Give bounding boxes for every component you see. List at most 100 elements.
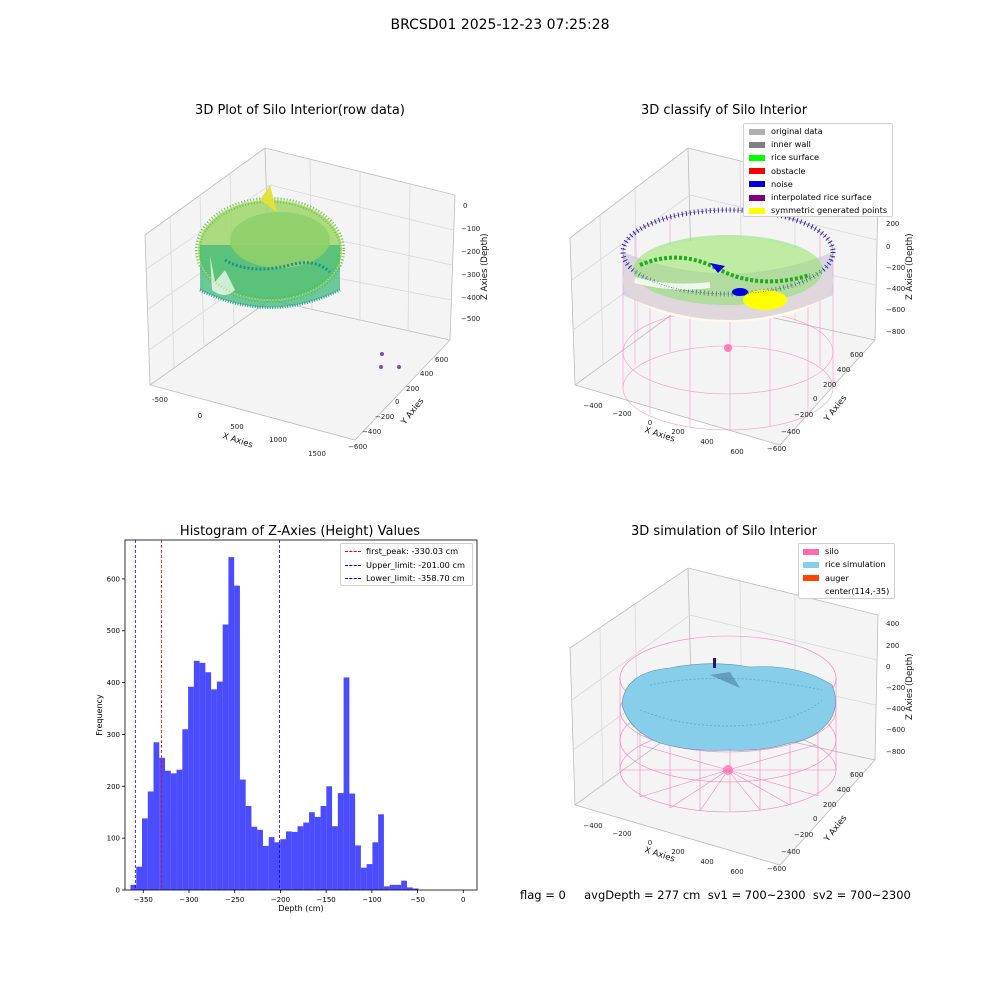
legend-item: Lower_limit: -358.70 cm (345, 572, 472, 586)
x-tick-label: −50 (410, 896, 425, 904)
p1-ytick: 0 (395, 398, 399, 406)
panel4-rice-surface (621, 658, 836, 775)
p4-ytick: 0 (813, 815, 817, 823)
p2-ztick: 200 (886, 220, 899, 228)
histogram-bar (211, 689, 217, 890)
histogram-bar (314, 816, 321, 890)
histogram-bar (412, 888, 419, 890)
p4-xtick: −400 (583, 822, 602, 830)
panel1-outlier-points (379, 352, 401, 369)
legend-item: noise (749, 178, 892, 191)
panel2-ticks: −400 −200 0 200 400 600 600 400 200 0 −2… (583, 220, 905, 456)
histogram-bar (349, 793, 356, 890)
p1-ytick: −600 (348, 443, 367, 451)
p2-ztick: 0 (886, 243, 890, 251)
panel2-title: 3D classify of Silo Interior (640, 103, 808, 118)
histogram-bar (291, 831, 298, 890)
figure-title: BRCSD01 2025-12-23 07:25:28 (390, 17, 610, 33)
p1-ztick: −500 (461, 315, 480, 323)
y-tick-label: 600 (107, 575, 120, 583)
histogram-bar (222, 624, 229, 890)
legend-item: Upper_limit: -201.00 cm (345, 559, 472, 573)
histogram-bar (406, 887, 413, 890)
legend-line-blue (345, 578, 361, 579)
p1-ytick: 400 (420, 370, 433, 378)
legend-swatch (749, 168, 765, 175)
histogram-legend: first_peak: -330.03 cm Upper_limit: -201… (340, 543, 473, 586)
panel2-classified-points (620, 207, 836, 352)
p4-ytick: 400 (837, 786, 850, 794)
p1-ytick: −200 (375, 413, 394, 421)
p2-ztick: −800 (886, 328, 905, 336)
legend-swatch (803, 575, 819, 582)
panel4-ticks: −400 −200 0 200 400 600 600 400 200 0 −2… (583, 620, 905, 876)
y-tick-label: 300 (107, 731, 120, 739)
p1-ytick: 600 (435, 356, 448, 364)
histogram-bar (383, 886, 390, 890)
p4-ztick: 400 (886, 620, 899, 628)
p1-ztick: −300 (461, 271, 480, 279)
histogram-bar (303, 822, 310, 890)
p1-xtick: 500 (230, 423, 243, 431)
p2-xtick: 400 (700, 438, 713, 446)
x-tick-label: −150 (317, 896, 336, 904)
panel1-3d-plot: -500 0 500 1000 1500 600 400 200 0 −200 … (144, 147, 490, 458)
histogram-bar (193, 660, 200, 890)
x-tick-label: 0 (461, 896, 465, 904)
legend-swatch (749, 141, 765, 148)
p4-xtick: −200 (612, 830, 631, 838)
histogram-ylabel: Frequency (95, 694, 104, 736)
panel4-title: 3D simulation of Silo Interior (631, 524, 817, 539)
p4-xtick: 0 (648, 839, 652, 847)
histogram-bar (165, 770, 171, 890)
histogram-bar (320, 806, 327, 890)
legend-item: original data (749, 125, 892, 138)
histogram-bar (239, 779, 246, 890)
y-tick-label: 200 (107, 783, 120, 791)
legend-item: first_peak: -330.03 cm (345, 545, 472, 559)
histogram-bar (136, 866, 143, 890)
histogram-bar (170, 773, 177, 890)
p1-ztick: 0 (463, 202, 467, 210)
p1-xtick: 1000 (269, 436, 287, 444)
histogram-bar (372, 842, 379, 890)
histogram-frame (124, 539, 478, 891)
histogram-bar (182, 729, 189, 890)
status-footer: flag = 0 avgDepth = 277 cm sv1 = 700~230… (520, 888, 911, 902)
p4-xtick: 200 (671, 848, 684, 856)
histogram-title: Histogram of Z-Axies (Height) Values (179, 524, 421, 539)
p4-ytick: −200 (794, 831, 813, 839)
panel4-legend: silo rice simulation auger center(114,-3… (798, 543, 895, 599)
p2-ytick: 600 (850, 351, 863, 359)
p2-ytick: 0 (813, 395, 817, 403)
histogram-bar (216, 681, 223, 890)
histogram-bar (378, 814, 384, 890)
histogram-bar (401, 880, 407, 890)
histogram-bar (326, 786, 333, 890)
legend-line-red (345, 551, 361, 552)
legend-item: obstacle (749, 165, 892, 178)
p1-xtick: 1500 (308, 450, 326, 458)
p2-xtick: 200 (671, 428, 684, 436)
legend-swatch (803, 561, 819, 568)
histogram-bar (257, 829, 263, 890)
panel1-ticks: -500 0 500 1000 1500 600 400 200 0 −200 … (152, 202, 480, 458)
legend-swatch (749, 194, 765, 201)
p4-ztick: −600 (886, 726, 905, 734)
histogram-bar (153, 742, 160, 890)
histogram-bar (286, 831, 292, 890)
p2-ytick: 200 (823, 381, 836, 389)
p4-ztick: −800 (886, 748, 905, 756)
legend-swatch (749, 128, 765, 135)
y-tick-label: 100 (107, 835, 120, 843)
legend-swatch (749, 154, 765, 161)
histogram-bar (274, 842, 281, 890)
p4-ztick: −400 (886, 705, 905, 713)
histogram-bar (268, 837, 275, 890)
p1-ylabel: Y Axies (399, 396, 427, 428)
x-tick-label: −300 (179, 896, 198, 904)
legend-item: rice surface (749, 151, 892, 164)
p4-ytick: 200 (823, 801, 836, 809)
p2-ylabel: Y Axies (822, 393, 850, 425)
histogram-bar (360, 867, 367, 890)
